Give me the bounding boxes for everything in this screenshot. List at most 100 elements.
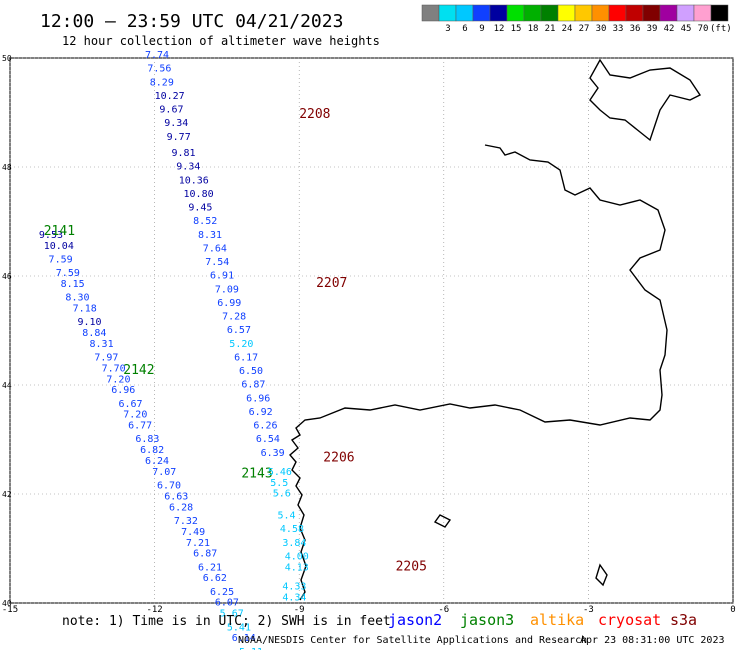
x-tick-label: -6 <box>438 605 449 615</box>
swh-value-label: 5.20 <box>229 339 253 350</box>
swh-value-label: 9.53 <box>39 230 63 241</box>
swh-value-label: 4.58 <box>280 524 304 535</box>
x-tick-label: -9 <box>294 605 305 615</box>
legend-swatch <box>693 4 712 22</box>
swh-value-label: 8.52 <box>193 216 217 227</box>
legend-swatch <box>659 4 678 22</box>
legend-swatch <box>523 4 542 22</box>
swh-value-label: 9.10 <box>77 317 101 328</box>
swh-value-label: 6.91 <box>210 271 234 282</box>
swh-value-label: 6.70 <box>157 481 181 492</box>
satellite-legend-s3a: s3a <box>670 611 697 629</box>
legend-swatch-label: 33 <box>613 24 624 34</box>
swh-value-label: 6.62 <box>203 573 227 584</box>
swh-value-label: 6.57 <box>227 325 251 336</box>
swh-value-label: 7.70 <box>102 363 126 374</box>
legend-swatch <box>642 4 661 22</box>
swh-value-label: 3.84 <box>282 538 306 549</box>
legend-swatch <box>421 4 440 22</box>
swh-value-label: 7.64 <box>203 243 227 254</box>
legend-swatch <box>557 4 576 22</box>
swh-value-label: 6.83 <box>135 434 159 445</box>
swh-value-label: 7.74 <box>145 50 169 61</box>
swh-value-label: 7.20 <box>123 410 147 421</box>
swh-value-label: 8.30 <box>65 293 89 304</box>
legend-swatch-label: 27 <box>579 24 590 34</box>
legend-swatch <box>710 4 729 22</box>
swh-value-label: 6.50 <box>239 366 263 377</box>
swh-value-label: 6.92 <box>249 407 273 418</box>
y-tick-label: 50 <box>2 54 12 63</box>
swh-value-label: 7.28 <box>222 312 246 323</box>
footer-credit: NOAA/NESDIS Center for Satellite Applica… <box>238 635 587 646</box>
pass-number-label: 2205 <box>396 559 427 574</box>
swh-value-label: 6.87 <box>241 380 265 391</box>
coastline-france-iberia <box>289 144 668 601</box>
swh-value-label: 8.31 <box>90 339 114 350</box>
x-tick-label: -3 <box>583 605 594 615</box>
coastline-island-1 <box>433 514 452 528</box>
legend-swatch <box>472 4 491 22</box>
satellite-legend-jason2: jason2 <box>388 611 442 629</box>
legend-swatch-label: 15 <box>511 24 522 34</box>
legend-swatch <box>455 4 474 22</box>
swh-value-label: 6.39 <box>261 448 285 459</box>
swh-value-label: 6.82 <box>140 445 164 456</box>
swh-value-label: 6.54 <box>256 434 280 445</box>
swh-value-label: 9.77 <box>167 132 191 143</box>
swh-value-label: 5.46 <box>268 467 292 478</box>
coastline <box>289 58 702 601</box>
swh-value-label: 7.32 <box>174 516 198 527</box>
swh-value-label: 6.87 <box>193 549 217 560</box>
swh-value-label: 6.77 <box>128 421 152 432</box>
swh-value-label: 7.07 <box>152 467 176 478</box>
legend-swatch-label: 39 <box>647 24 658 34</box>
legend-swatch-label: 36 <box>630 24 641 34</box>
legend-swatch-label: 9 <box>479 24 484 34</box>
swh-value-label: 9.67 <box>159 105 183 116</box>
legend-swatch-label: 12 <box>494 24 505 34</box>
chart-subtitle: 12 hour collection of altimeter wave hei… <box>62 34 380 48</box>
y-tick-label: 44 <box>2 381 12 390</box>
swh-value-label: 9.81 <box>171 148 195 159</box>
color-scale-legend: 3 6 9 12 15 18 21 24 27 30 33 36 39 42 45 70 <box>421 4 729 34</box>
legend-swatch <box>540 4 559 22</box>
swh-value-label: 10.27 <box>155 91 185 102</box>
pass-number-label: 2142 <box>123 363 154 378</box>
swh-value-label: 5.11 <box>239 647 263 650</box>
swh-value-label: 4.13 <box>285 562 309 573</box>
chart-title: 12:00 – 23:59 UTC 04/21/2023 <box>40 11 343 32</box>
swh-value-label: 7.21 <box>186 538 210 549</box>
swh-value-label: 4.00 <box>285 551 309 562</box>
legend-unit: (ft) <box>710 24 732 34</box>
swh-value-label: 9.34 <box>164 118 188 129</box>
legend-swatch-label: 21 <box>545 24 556 34</box>
swh-value-label: 6.96 <box>111 385 135 396</box>
swh-value-label: 8.15 <box>61 279 85 290</box>
legend-swatch <box>574 4 593 22</box>
legend-swatch <box>676 4 695 22</box>
track-2142: 7.206.966.677.206.776.836.826.247.076.70… <box>106 363 205 538</box>
legend-swatch <box>438 4 457 22</box>
satellite-legend: jason2 jason3 altika cryosat s3a <box>388 611 697 629</box>
legend-swatch-label: 30 <box>596 24 607 34</box>
track-2141: 9.5310.047.597.598.158.307.189.108.848.3… <box>39 224 126 374</box>
swh-value-label: 6.99 <box>217 298 241 309</box>
swh-value-label: 6.63 <box>164 491 188 502</box>
x-tick-label: -15 <box>2 605 18 615</box>
swh-value-label: 8.29 <box>150 77 174 88</box>
y-tick-label: 42 <box>2 490 12 499</box>
coastline-england <box>589 58 702 142</box>
swh-value-label: 6.96 <box>246 393 270 404</box>
swh-value-label: 5.4 <box>278 511 296 522</box>
swh-value-label: 10.04 <box>44 241 74 252</box>
swh-value-label: 7.59 <box>49 254 73 265</box>
x-tick-label: -12 <box>146 605 162 615</box>
swh-value-label: 7.09 <box>215 284 239 295</box>
map-panel: -15 -12 -9 -6 -3 0 40 42 44 46 48 50 7.74 7.56 8.29 10… <box>2 50 736 650</box>
map-frame <box>9 57 734 604</box>
track-2208: 7.74 7.56 8.29 10.27 9.67 9.34 9.77 9.81 9.34 10.… <box>145 50 331 459</box>
swh-value-label: 4.34 <box>282 592 306 603</box>
swh-value-label: 7.49 <box>181 527 205 538</box>
pass-number-label: 2206 <box>323 450 354 465</box>
